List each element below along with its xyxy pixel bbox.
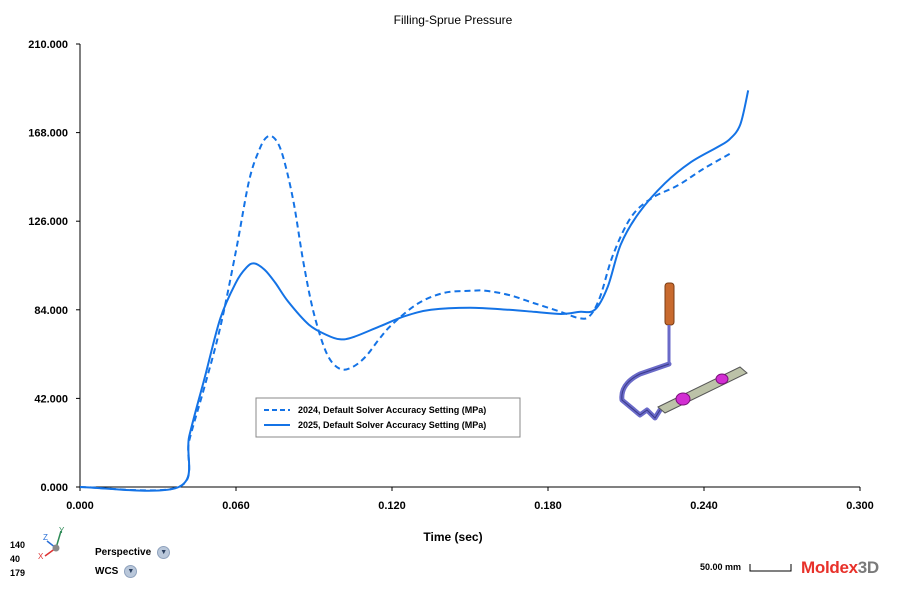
y-ticks: 0.000 42.000 84.000 126.000 168.000 210.000 — [28, 39, 80, 494]
brand-name: Moldex — [801, 558, 858, 577]
legend-label-2025: 2025, Default Solver Accuracy Setting (M… — [298, 420, 486, 430]
x-tick-label: 0.060 — [222, 500, 250, 512]
y-tick-label: 168.000 — [28, 128, 68, 140]
series-line-2025 — [79, 90, 750, 492]
triad-z-label: Z — [43, 533, 48, 542]
molded-bar — [657, 366, 748, 414]
y-tick-label: 210.000 — [28, 39, 68, 51]
view-coords: 140 40 179 — [10, 538, 25, 580]
brand-logo: Moldex3D — [801, 558, 879, 578]
y-tick-label: 84.000 — [34, 305, 68, 317]
scale-label: 50.00 mm — [700, 562, 742, 572]
y-tick-label: 42.000 — [34, 393, 68, 405]
x-tick-label: 0.300 — [846, 500, 874, 512]
coord-2: 40 — [10, 554, 21, 564]
triad-origin — [52, 544, 60, 552]
coord-3: 179 — [10, 568, 26, 578]
legend: 2024, Default Solver Accuracy Setting (M… — [255, 397, 521, 438]
chevron-down-icon[interactable]: ▼ — [124, 565, 138, 578]
coord-system-label: WCS — [95, 566, 119, 577]
view-mode-dropdown[interactable]: Perspective ▼ — [95, 546, 171, 559]
legend-label-2024: 2024, Default Solver Accuracy Setting (M… — [298, 405, 486, 415]
x-axis-label: Time (sec) — [423, 530, 482, 544]
triad-x-label: X — [38, 552, 44, 561]
sprue — [664, 282, 675, 326]
scale-bar — [749, 564, 792, 572]
triad-y-label: Y — [59, 526, 65, 535]
brand-suffix: 3D — [857, 558, 879, 577]
x-tick-label: 0.180 — [534, 500, 562, 512]
chart-title: Filling-Sprue Pressure — [394, 13, 513, 27]
series-layer — [79, 90, 750, 492]
x-tick-label: 0.240 — [690, 500, 718, 512]
y-tick-label: 0.000 — [40, 482, 68, 494]
chevron-down-icon[interactable]: ▼ — [157, 546, 171, 559]
x-tick-label: 0.000 — [66, 500, 94, 512]
view-mode-label: Perspective — [95, 547, 152, 558]
axis-triad: Y Z X — [38, 526, 65, 561]
gate-marker-2 — [715, 373, 729, 385]
coord-1: 140 — [10, 540, 26, 550]
part-model-thumbnail — [619, 282, 748, 421]
legend-box — [255, 397, 521, 438]
runner-shadow — [621, 363, 670, 419]
x-tick-label: 0.120 — [378, 500, 406, 512]
coord-system-dropdown[interactable]: WCS ▼ — [95, 565, 138, 578]
x-ticks: 0.000 0.060 0.120 0.180 0.240 0.300 — [66, 487, 874, 512]
series-line-2024 — [79, 134, 731, 492]
gate-marker-1 — [675, 392, 691, 406]
y-tick-label: 126.000 — [28, 216, 68, 228]
